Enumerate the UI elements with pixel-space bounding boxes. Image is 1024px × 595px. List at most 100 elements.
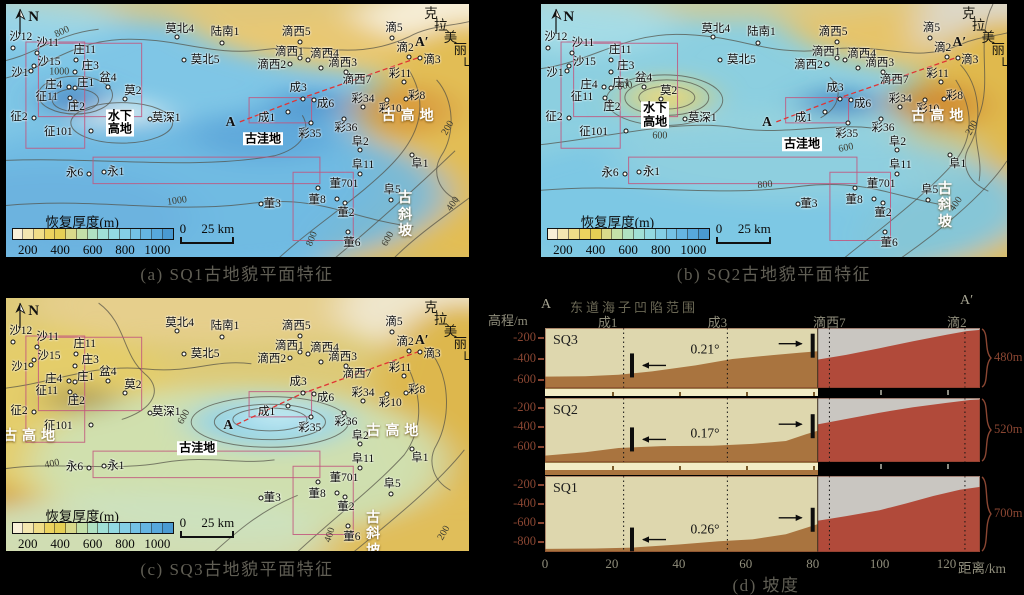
well-dot-盆4 xyxy=(641,84,647,90)
well-dot-滴3 xyxy=(955,55,961,61)
map-panel-c: 沙12 沙11 庄11 沙15 沙1 庄3 盆4 庄4 庄1 莫2 征11 庄2 征2 征101 莫深1 莫北… xyxy=(6,298,469,551)
region-label-line: 水下 xyxy=(107,108,132,123)
well-label-阜11: 阜11 xyxy=(888,158,912,171)
well-dot-彩8 xyxy=(403,390,409,396)
elevation-tick-mark xyxy=(538,426,544,429)
well-label-永1: 永1 xyxy=(642,165,661,178)
well-label-彩35: 彩35 xyxy=(298,127,322,140)
west-profile-fill xyxy=(545,524,818,552)
well-dot-沙1 xyxy=(566,63,572,69)
well-label-滴西7: 滴西7 xyxy=(342,74,372,87)
well-dot-阜1 xyxy=(947,152,953,158)
legend-colorbar xyxy=(11,521,174,534)
axis-tick xyxy=(745,466,748,470)
region-label: 水下 高地 xyxy=(641,101,670,129)
well-label-征2: 征2 xyxy=(10,404,28,417)
well-label-滴西2: 滴西2 xyxy=(794,59,823,72)
region-label-line: 高地 xyxy=(107,121,132,136)
well-label-庄3: 庄3 xyxy=(81,59,99,72)
well-dot-莫深1 xyxy=(682,116,688,122)
profile-section-start-label: A xyxy=(541,297,552,312)
east-profile-fill xyxy=(817,329,980,388)
well-dot-庄1 xyxy=(72,379,78,385)
well-dot-彩10 xyxy=(384,391,390,397)
well-label-滴5: 滴5 xyxy=(385,316,403,329)
region-label-char: 拉 xyxy=(434,17,448,33)
well-label-征11: 征11 xyxy=(35,385,59,398)
legend-color-cell xyxy=(666,228,678,239)
well-label-滴西5: 滴西5 xyxy=(281,26,311,39)
legend-tick: 400 xyxy=(50,241,70,257)
well-label-征101: 征101 xyxy=(579,125,609,138)
well-label-庄4: 庄4 xyxy=(580,79,598,92)
well-label-滴西5: 滴西5 xyxy=(818,26,848,39)
well-dot-沙12 xyxy=(545,45,551,51)
well-dot-征101 xyxy=(88,128,94,133)
section-end-label: A′ xyxy=(952,33,967,49)
legend-color-cell xyxy=(558,228,570,239)
well-label-滴西3: 滴西3 xyxy=(328,57,357,70)
legend-color-cell xyxy=(152,228,163,239)
elevation-tick-label: -600 xyxy=(513,515,536,530)
region-label: 克拉美丽山 xyxy=(6,298,469,551)
well-dot-阜11 xyxy=(894,171,900,177)
well-label-庄11: 庄11 xyxy=(73,43,96,56)
legend-tick: 800 xyxy=(651,241,671,257)
well-dot-庄11 xyxy=(608,57,614,63)
elevation-tick-label: -200 xyxy=(513,399,536,414)
well-dot-成6 xyxy=(311,97,317,103)
elevation-tick-mark xyxy=(538,484,544,487)
legend-color-cell xyxy=(109,228,120,239)
scale-bar-labels: 0 25 km xyxy=(180,222,235,235)
well-dot-庄2 xyxy=(607,99,613,105)
well-label-滴西5: 滴西5 xyxy=(281,320,311,333)
axis-tick xyxy=(879,390,882,395)
legend-color-cell xyxy=(130,228,142,239)
region-label-char: 斜 xyxy=(398,207,413,223)
well-label-阜5: 阜5 xyxy=(383,477,401,490)
well-dot-庄3 xyxy=(72,363,78,369)
well-dot-滴西5 xyxy=(297,333,303,339)
well-dot-滴西2 xyxy=(287,355,293,361)
well-dot-沙11 xyxy=(569,50,575,56)
well-dot-成3 xyxy=(300,390,306,396)
legend-color-cell xyxy=(612,228,624,239)
well-label-成3: 成3 xyxy=(289,375,307,388)
relief-value-label: 700m xyxy=(994,506,1023,520)
well-dot-阜11 xyxy=(357,171,363,177)
well-label-莫北5: 莫北5 xyxy=(190,348,220,361)
well-label-董8: 董8 xyxy=(308,487,326,500)
scale-distance-label: 25 km xyxy=(201,220,235,236)
well-label-沙12: 沙12 xyxy=(544,31,568,44)
well-dot-成1 xyxy=(285,109,291,115)
well-label-滴西2: 滴西2 xyxy=(257,59,287,72)
well-label-董3: 董3 xyxy=(800,198,818,211)
well-label-庄1: 庄1 xyxy=(77,370,95,383)
legend-color-cell xyxy=(12,228,24,239)
legend-color-cell xyxy=(76,228,88,239)
well-dot-成6 xyxy=(848,97,854,103)
well-dot-征101 xyxy=(623,128,629,133)
north-label: N xyxy=(28,302,40,319)
region-label: 古高地 xyxy=(381,108,439,124)
well-dot-莫北5 xyxy=(181,57,187,63)
region-label-char: 丽 xyxy=(453,42,467,58)
well-dot-滴西1 xyxy=(834,55,840,61)
well-label-彩34: 彩34 xyxy=(351,386,375,399)
well-dot-永1 xyxy=(101,169,107,175)
well-label-彩11: 彩11 xyxy=(926,67,949,80)
well-dot-滴2 xyxy=(944,54,950,60)
contour-lines xyxy=(6,19,469,257)
scale-distance-label: 25 km xyxy=(201,514,235,530)
well-dot-滴西1 xyxy=(297,349,303,355)
distance-tick-label: 100 xyxy=(869,556,890,571)
well-dot-董701 xyxy=(315,479,321,485)
well-dot-成6 xyxy=(311,391,317,397)
well-label-庄2: 庄2 xyxy=(67,395,85,408)
relief-value-label: 520m xyxy=(994,422,1023,436)
well-label-莫北4: 莫北4 xyxy=(165,23,194,36)
well-dot-庄2 xyxy=(72,393,78,399)
legend-color-cell xyxy=(590,228,602,239)
well-label-彩10: 彩10 xyxy=(378,102,402,115)
well-label-董701: 董701 xyxy=(866,177,896,190)
